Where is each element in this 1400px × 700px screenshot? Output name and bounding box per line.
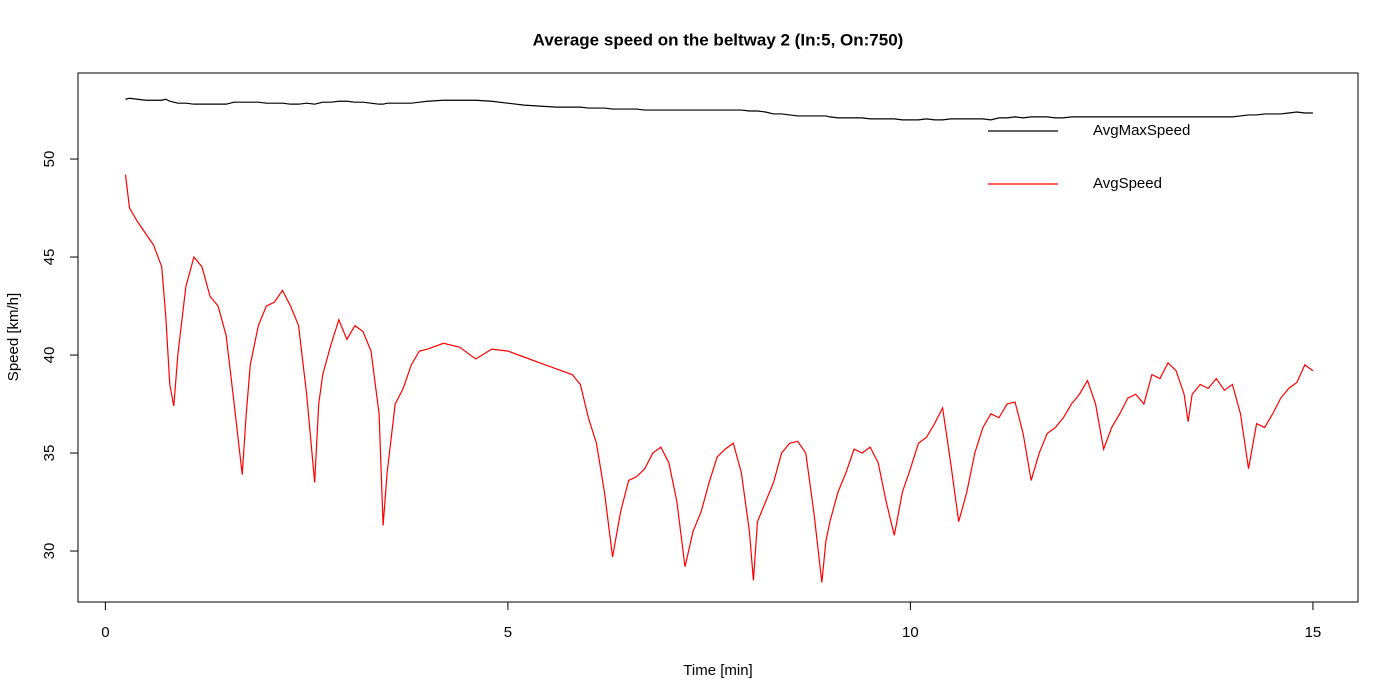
y-tick-label: 30 [41, 543, 58, 560]
legend-label: AvgMaxSpeed [1093, 122, 1190, 139]
x-tick-label: 15 [1305, 624, 1322, 641]
x-tick-label: 0 [101, 624, 109, 641]
y-tick-label: 50 [41, 151, 58, 168]
legend-label: AvgSpeed [1093, 175, 1162, 192]
series-line [124, 174, 1314, 583]
y-axis-label: Speed [km/h] [5, 293, 22, 381]
x-axis-label: Time [min] [683, 662, 752, 679]
y-tick-label: 40 [41, 347, 58, 364]
chart-title: Average speed on the beltway 2 (In:5, On… [533, 30, 904, 49]
y-tick-label: 45 [41, 249, 58, 266]
y-tick-label: 35 [41, 445, 58, 462]
x-tick-label: 5 [504, 624, 512, 641]
plot-frame [77, 72, 1359, 603]
series-line [125, 97, 1313, 121]
x-tick-label: 10 [902, 624, 919, 641]
